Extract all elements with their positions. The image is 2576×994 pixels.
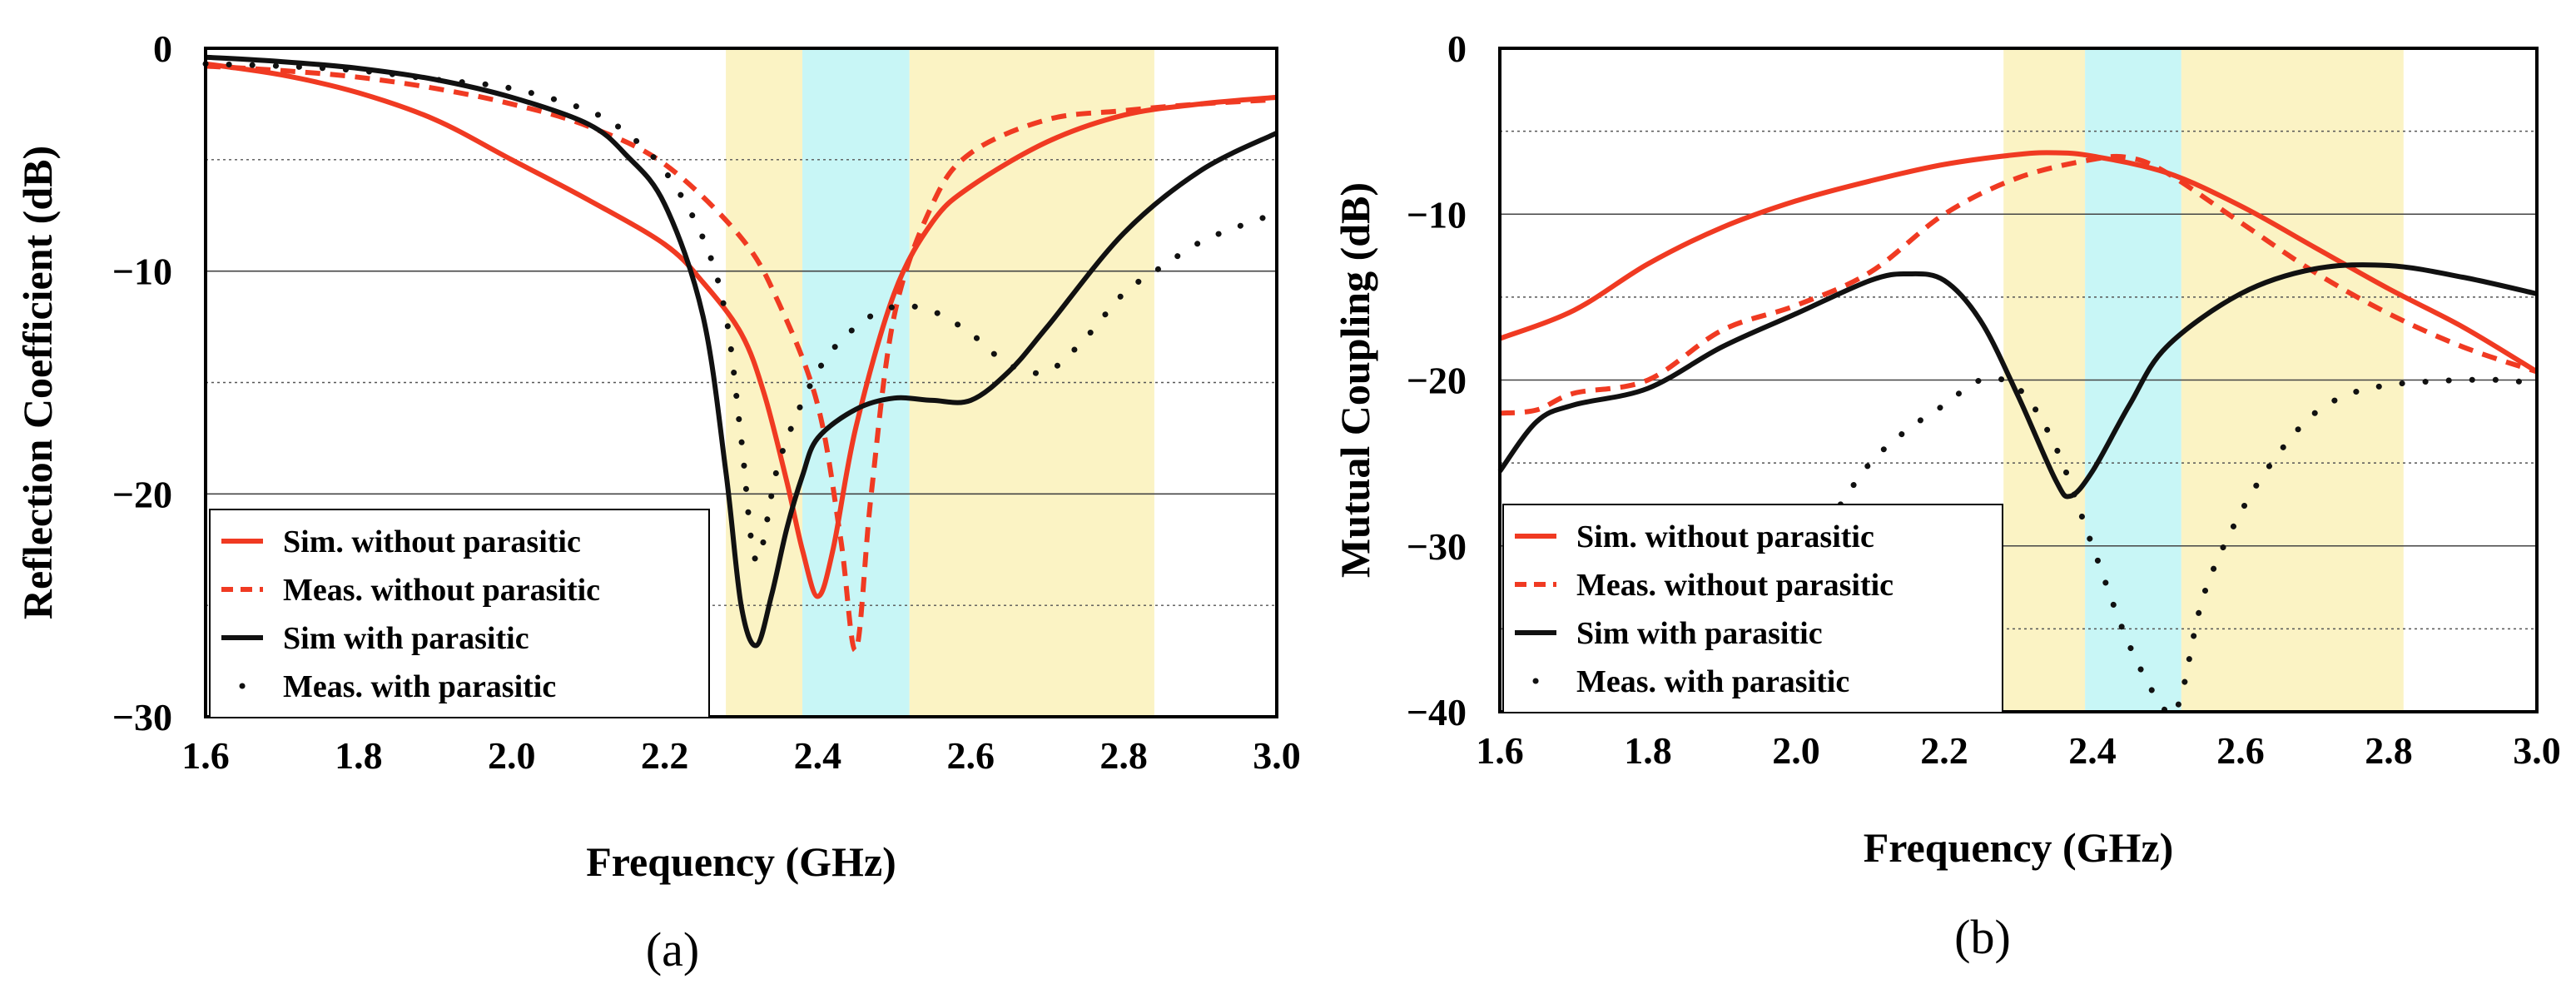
chart-a-legend-entry-1: Meas. without parasitic [283,573,600,608]
chart-a: 1.6 1.8 2.0 2.2 2.4 2.6 2.8 3.0 0 −10 −20 −30 Freq… [14,27,1301,977]
chart-b-panel-label: (b) [1954,910,2011,964]
chart-a-y-ticks: 0 −10 −20 −30 [112,27,172,738]
chart-a-x-tick-label: 2.2 [641,734,689,777]
chart-a-legend-entry-2: Sim with parasitic [283,621,529,656]
chart-b-legend-entry-3: Meas. with parasitic [1576,664,1849,699]
chart-b: 1.6 1.8 2.0 2.2 2.4 2.6 2.8 3.0 0 −10 −20 −30 −40 F… [1332,27,2561,964]
chart-b-gridlines [1500,130,2537,630]
chart-a-x-tick-label: 1.6 [181,734,230,777]
chart-a-y-tick-label: −10 [112,251,172,293]
chart-b-series [1497,150,2540,718]
chart-b-legend: Sim. without parasitic Meas. without para… [1502,504,2003,713]
chart-b-y-tick-label: 0 [1447,27,1467,70]
chart-a-legend-box [209,509,710,718]
chart-a-y-tick-label: −20 [112,473,172,515]
chart-a-x-ticks: 1.6 1.8 2.0 2.2 2.4 2.6 2.8 3.0 [181,734,1301,777]
chart-b-x-tick-label: 1.6 [1476,729,1524,772]
chart-b-x-tick-label: 2.8 [2365,729,2413,772]
chart-a-x-tick-label: 2.6 [947,734,995,777]
chart-a-x-tick-label: 2.8 [1099,734,1148,777]
chart-a-x-tick-label: 1.8 [335,734,383,777]
chart-a-y-tick-label: 0 [153,27,172,70]
chart-b-x-ticks: 1.6 1.8 2.0 2.2 2.4 2.6 2.8 3.0 [1476,729,2561,772]
chart-b-plot-frame [1498,47,2539,713]
chart-a-x-tick-label: 3.0 [1253,734,1301,777]
chart-b-x-tick-label: 1.8 [1624,729,1672,772]
chart-a-gridlines [206,159,1277,606]
chart-b-series-0 [1498,150,2539,375]
chart-a-series-0 [205,61,1278,599]
chart-a-band-1 [802,48,910,717]
chart-b-x-tick-label: 2.2 [1920,729,1968,772]
chart-b-legend-entry-1: Meas. without parasitic [1576,568,1894,603]
chart-b-legend-entry-0: Sim. without parasitic [1576,519,1874,554]
chart-b-x-tick-label: 2.0 [1772,729,1820,772]
chart-b-series-2 [1497,262,2538,499]
chart-b-legend-entry-2: Sim with parasitic [1576,616,1823,651]
chart-a-x-tick-label: 2.0 [488,734,536,777]
chart-b-legend-box [1502,504,2003,713]
chart-a-legend: Sim. without parasitic Meas. without para… [209,509,710,718]
chart-a-band-2 [909,48,1154,717]
chart-b-y-tick-label: −10 [1407,193,1467,236]
chart-a-panel-label: (a) [646,922,699,977]
chart-b-series-1 [1499,153,2538,416]
chart-b-y-tick-label: −40 [1407,691,1467,733]
chart-a-series-2 [205,54,1278,649]
chart-b-y-ticks: 0 −10 −20 −30 −40 [1407,27,1467,733]
chart-a-legend-entry-3: Meas. with parasitic [283,669,556,704]
chart-b-x-tick-label: 2.4 [2068,729,2117,772]
chart-b-y-tick-label: −30 [1407,525,1467,568]
chart-a-y-axis-label: Reflection Coefficient (dB) [14,146,61,619]
chart-b-y-axis-label: Mutual Coupling (dB) [1332,182,1378,578]
chart-a-series [202,54,1280,653]
chart-a-x-axis-label: Frequency (GHz) [586,838,896,885]
chart-a-series-1 [205,63,1278,653]
chart-a-legend-entry-0: Sim. without parasitic [283,524,581,559]
chart-b-y-tick-label: −20 [1407,360,1467,402]
chart-b-x-tick-label: 2.6 [2216,729,2265,772]
chart-a-x-tick-label: 2.4 [794,734,842,777]
chart-a-plot-frame [204,47,1278,718]
chart-a-y-tick-label: −30 [112,696,172,738]
chart-b-x-axis-label: Frequency (GHz) [1864,824,2174,871]
chart-b-x-tick-label: 3.0 [2513,729,2561,772]
